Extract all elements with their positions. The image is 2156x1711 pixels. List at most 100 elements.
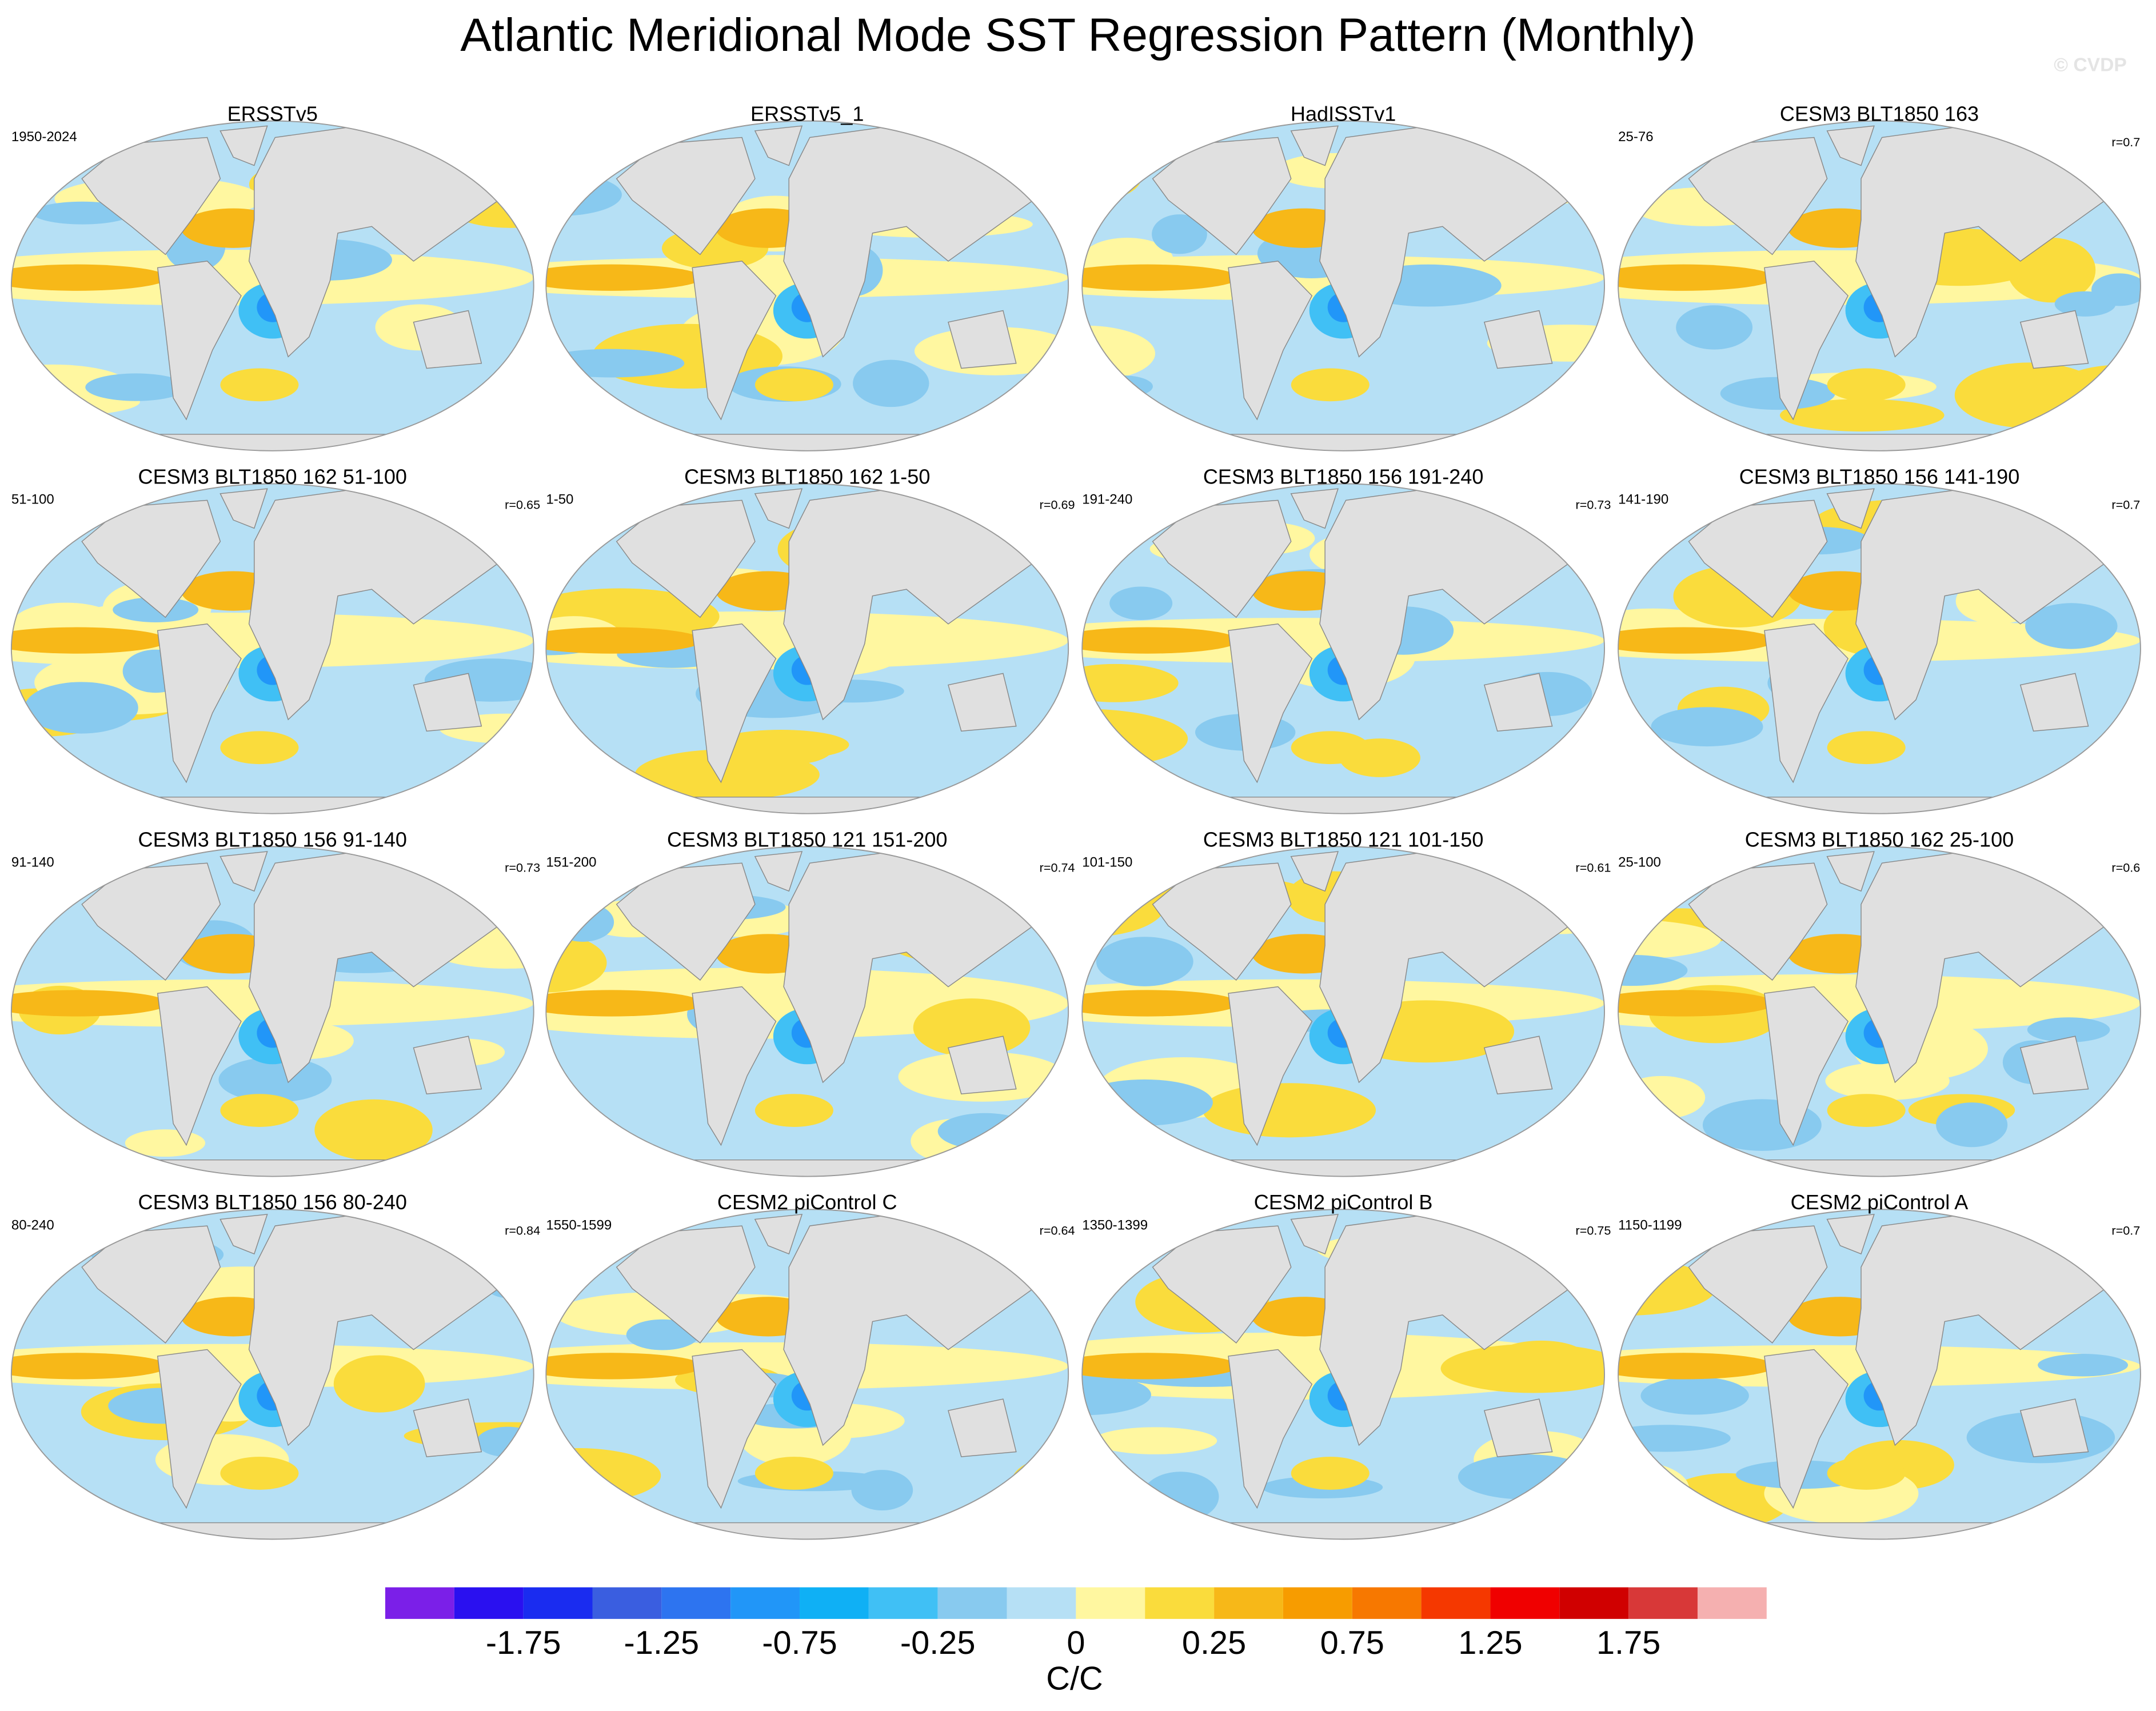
land — [1228, 623, 1313, 783]
anomaly — [1618, 1461, 1690, 1518]
land — [1483, 673, 1553, 732]
anomaly — [937, 1113, 1032, 1150]
colorbar-box — [868, 1587, 938, 1619]
anomaly — [470, 662, 534, 693]
land — [1688, 137, 1828, 255]
anomaly — [1618, 627, 1775, 654]
panel-title: CESM3 BLT1850 156 191-240 — [1203, 465, 1484, 488]
panel-title: CESM2 piControl B — [1254, 1190, 1433, 1214]
map-outline — [10, 1209, 534, 1540]
anomaly — [1640, 1377, 1749, 1415]
map-field — [11, 1209, 534, 1540]
anomaly — [1618, 990, 1775, 1017]
colorbar-box — [800, 1587, 869, 1619]
panel-left-label: 151-200 — [546, 855, 596, 870]
map-outline — [1081, 120, 1606, 451]
panel-right-label: r=0.73 — [505, 861, 540, 875]
anomaly — [1827, 1457, 1906, 1490]
anomaly — [1779, 399, 1945, 432]
land — [1826, 488, 1875, 529]
anomaly — [2027, 1017, 2110, 1042]
map-field — [1082, 846, 1605, 1177]
anomaly — [1651, 707, 1763, 747]
panel-title: CESM3 BLT1850 156 80-240 — [138, 1190, 407, 1214]
colorbar-tick-label: 1.25 — [1458, 1625, 1522, 1661]
anomaly — [1082, 663, 1179, 702]
panel-right-label: r=0.61 — [1576, 861, 1611, 875]
panel-title: CESM2 piControl C — [717, 1190, 897, 1214]
anomaly — [113, 597, 199, 622]
anomaly — [11, 264, 169, 291]
colorbar-box — [1007, 1587, 1076, 1619]
land — [1688, 862, 1828, 981]
anomaly — [2038, 1353, 2129, 1377]
anomaly — [314, 1099, 433, 1161]
anomaly — [1096, 937, 1193, 986]
land — [157, 986, 242, 1146]
land — [948, 1036, 1017, 1095]
panel-title: CESM3 BLT1850 162 1-50 — [684, 465, 930, 488]
panel-left-label: 1950-2024 — [11, 129, 77, 145]
anomaly — [1618, 1353, 1775, 1380]
land — [1228, 261, 1313, 421]
map-panel: CESM3 BLT1850 121 151-200 151-200 r=0.74 — [545, 827, 1075, 1177]
anomaly — [552, 902, 614, 942]
map-field — [1082, 121, 1605, 451]
land — [157, 261, 242, 421]
land — [2019, 673, 2089, 732]
colorbar-box — [937, 1587, 1007, 1619]
anomaly — [2025, 603, 2118, 649]
colorbar-tick-label: -0.25 — [900, 1625, 976, 1661]
anomaly — [1827, 1094, 1906, 1127]
land — [1228, 986, 1313, 1146]
map-field — [1082, 483, 1605, 814]
land — [1152, 137, 1292, 255]
anomaly — [1082, 990, 1239, 1017]
panel-title: ERSSTv5_1 — [750, 102, 864, 126]
land — [413, 1398, 482, 1457]
anomaly — [476, 1426, 534, 1457]
anomaly — [1618, 1076, 1706, 1120]
anomaly — [478, 1102, 534, 1128]
land — [1290, 125, 1339, 166]
panel-left-label: 1550-1599 — [546, 1217, 612, 1233]
land — [81, 137, 221, 255]
map-field — [546, 1209, 1069, 1540]
map-panel: CESM3 BLT1850 162 25-100 25-100 r=0.6 — [1618, 827, 2141, 1177]
land — [219, 1214, 268, 1255]
map-panel: CESM3 BLT1850 163 25-76 r=0.7 — [1618, 102, 2141, 451]
land — [1764, 1349, 1849, 1509]
map-field — [546, 846, 1069, 1177]
land — [1688, 1225, 1828, 1344]
panel-title: ERSSTv5 — [227, 102, 318, 126]
land — [692, 261, 777, 421]
map-outline — [10, 120, 534, 451]
watermark: © CVDP — [2054, 54, 2127, 75]
colorbar-tick-label: 0 — [1067, 1625, 1085, 1661]
panel-title: CESM3 BLT1850 156 91-140 — [138, 827, 407, 851]
land — [1290, 851, 1339, 892]
land — [219, 125, 268, 166]
panel-left-label: 25-100 — [1618, 855, 1661, 870]
panel-title: CESM3 BLT1850 156 141-190 — [1739, 465, 2020, 488]
map-panel: CESM2 piControl B 1350-1399 r=0.75 — [1081, 1190, 1611, 1540]
anomaly — [1827, 731, 1906, 765]
anomaly — [1152, 214, 1207, 254]
map-field — [11, 483, 534, 814]
panel-left-label: 1350-1399 — [1082, 1217, 1148, 1233]
land — [1826, 125, 1875, 166]
anomaly — [220, 368, 299, 402]
land — [692, 986, 777, 1146]
panel-right-label: r=0.65 — [505, 498, 540, 512]
land — [157, 623, 242, 783]
land — [1764, 261, 1849, 421]
land — [616, 862, 756, 981]
colorbar-label: C/C — [1046, 1660, 1103, 1697]
map-panel: CESM3 BLT1850 162 1-50 1-50 r=0.69 — [545, 465, 1075, 814]
panel-left-label: 101-150 — [1082, 855, 1132, 870]
anomaly — [333, 1355, 425, 1413]
map-field — [11, 121, 534, 451]
map-outline — [545, 483, 1069, 814]
anomaly — [488, 1279, 534, 1300]
